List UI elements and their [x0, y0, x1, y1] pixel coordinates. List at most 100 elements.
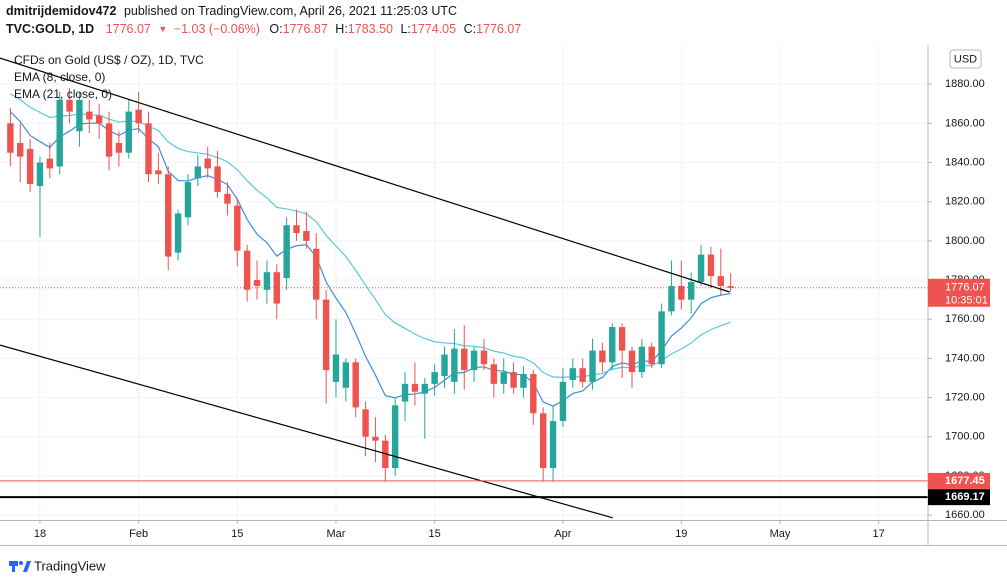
- candle-body: [510, 372, 517, 388]
- y-tick-label: 1720.00: [945, 391, 985, 403]
- candle-body: [431, 372, 438, 384]
- change: −1.03 (−0.06%): [174, 22, 260, 36]
- candle-body: [411, 383, 419, 392]
- candle-body: [253, 280, 261, 286]
- price-label-box: [928, 489, 990, 506]
- candle-body: [421, 383, 428, 394]
- trendline: [0, 57, 730, 293]
- candle-body: [115, 142, 123, 153]
- low-label: L:: [400, 22, 410, 36]
- y-tick-label: 1880.00: [945, 78, 985, 90]
- candle-body: [559, 381, 567, 422]
- candle-body: [451, 348, 458, 382]
- logo-part: [12, 561, 15, 572]
- change-arrow: ▼: [158, 24, 167, 34]
- candle-body: [234, 205, 241, 251]
- candle-body: [480, 350, 488, 365]
- candle-body: [648, 346, 655, 365]
- candle-body: [697, 254, 705, 283]
- candle-body: [391, 405, 399, 469]
- candle-body: [46, 158, 54, 169]
- legend-entry: EMA (8, close, 0): [14, 70, 105, 84]
- candle-body: [125, 111, 132, 153]
- price-label: 1776.07: [945, 282, 985, 294]
- header-line-2: TVC:GOLD, 1D 1776.07 ▼ −1.03 (−0.06%) O:…: [6, 22, 521, 36]
- header-line-1: dmitrijdemidov472 published on TradingVi…: [6, 4, 457, 18]
- candle-body: [322, 299, 330, 371]
- published: published on TradingView.com, April 26, …: [124, 4, 457, 18]
- last-price: 1776.07: [106, 22, 151, 36]
- candle-body: [362, 409, 369, 437]
- candle-body: [549, 421, 557, 469]
- x-tick-label: 15: [231, 528, 243, 540]
- candle-body: [26, 148, 34, 185]
- candle-body: [313, 248, 320, 300]
- candle-body: [214, 166, 221, 192]
- y-tick-label: 1840.00: [945, 156, 985, 168]
- currency-label: USD: [954, 53, 977, 65]
- logo-part: [19, 561, 23, 565]
- trendline: [0, 344, 613, 519]
- y-tick-label: 1800.00: [945, 235, 985, 247]
- currency-box: [949, 49, 982, 69]
- candle-body: [638, 346, 646, 373]
- close-value: 1776.07: [476, 22, 521, 36]
- high-label: H:: [335, 22, 348, 36]
- price-label-box: [928, 278, 990, 307]
- candle-body: [243, 250, 251, 290]
- low-value: 1774.05: [411, 22, 456, 36]
- candle-body: [293, 225, 300, 234]
- open-value: 1776.87: [283, 22, 328, 36]
- author: dmitrijdemidov472: [6, 4, 116, 18]
- candle-body: [707, 254, 715, 277]
- candle-body: [717, 276, 724, 286]
- candle-body: [332, 354, 340, 382]
- plot-area: [0, 45, 928, 520]
- candle-body: [224, 193, 231, 204]
- logo-part: [23, 561, 31, 572]
- candle-body: [589, 350, 596, 382]
- footer-logo: [9, 561, 31, 572]
- x-tick-label: 15: [429, 528, 441, 540]
- y-tick-label: 1740.00: [945, 352, 985, 364]
- candle-body: [174, 213, 182, 253]
- candle-body: [66, 99, 73, 112]
- candle-body: [490, 364, 498, 384]
- candle-body: [303, 231, 310, 241]
- legend-entry: EMA (21, close, 0): [14, 87, 112, 101]
- open-label: O:: [269, 22, 282, 36]
- candle-body: [470, 350, 478, 371]
- candle-body: [145, 123, 152, 175]
- candle-body: [569, 368, 576, 380]
- candle-body: [95, 115, 103, 124]
- candle-body: [530, 374, 537, 414]
- candle-body: [165, 174, 172, 257]
- candle-body: [618, 327, 626, 351]
- candle-body: [105, 123, 113, 157]
- candle-body: [194, 166, 202, 179]
- y-tick-label: 1820.00: [945, 196, 985, 208]
- countdown-label: 10:35:01: [945, 295, 988, 307]
- candle-body: [500, 372, 507, 384]
- candle-body: [579, 368, 586, 382]
- candle-body: [668, 285, 675, 312]
- candle-body: [155, 170, 162, 175]
- x-tick-label: 19: [675, 528, 687, 540]
- symbol: TVC:GOLD, 1D: [6, 22, 94, 36]
- footer-brand: TradingView: [34, 558, 106, 573]
- candle-body: [609, 327, 616, 363]
- candle-body: [17, 142, 24, 157]
- candle-body: [204, 158, 211, 169]
- x-tick-label: 17: [873, 528, 885, 540]
- x-tick-label: Feb: [129, 528, 148, 540]
- candle-body: [184, 182, 192, 218]
- price-label: 1669.17: [945, 491, 985, 503]
- y-tick-label: 1660.00: [945, 509, 985, 521]
- x-tick-label: Apr: [554, 528, 571, 540]
- candle-body: [352, 362, 359, 408]
- candle-body: [658, 311, 665, 365]
- candle-body: [283, 225, 290, 279]
- candle-body: [382, 440, 389, 469]
- candle-body: [687, 282, 695, 300]
